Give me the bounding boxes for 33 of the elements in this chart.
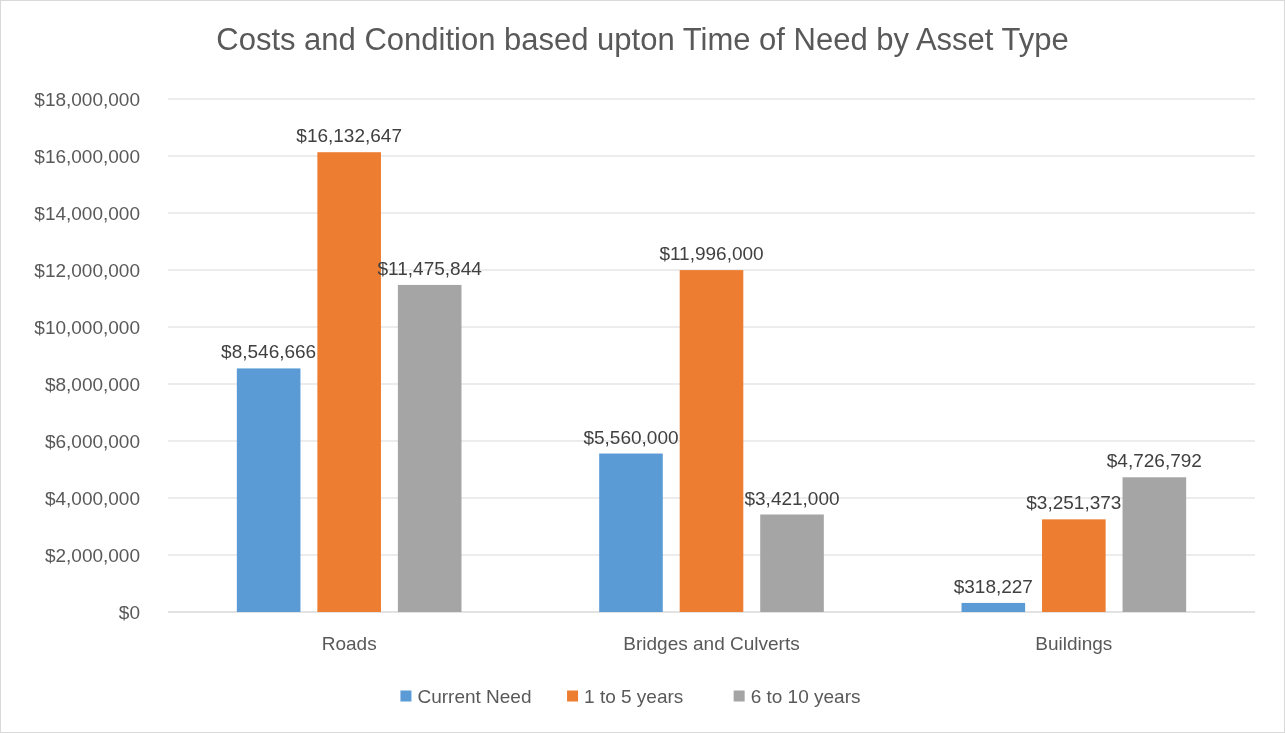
y-tick-label: $14,000,000 <box>34 202 140 224</box>
data-label: $4,726,792 <box>1106 450 1202 472</box>
bar <box>397 284 462 612</box>
y-tick-label: $8,000,000 <box>44 373 140 395</box>
data-label: $3,251,373 <box>1026 492 1122 514</box>
x-tick-label: Roads <box>321 633 377 654</box>
data-label: $318,227 <box>953 575 1033 597</box>
y-tick-label: $16,000,000 <box>34 145 140 167</box>
bar <box>236 368 301 612</box>
bar <box>760 514 824 612</box>
bar <box>1042 519 1106 612</box>
data-label: $5,560,000 <box>583 426 679 448</box>
bar <box>599 453 663 612</box>
data-label: $16,132,647 <box>296 125 402 147</box>
data-label: $8,546,666 <box>221 341 317 363</box>
bar <box>1122 477 1187 612</box>
x-tick-label: Buildings <box>1035 633 1113 654</box>
y-tick-label: $0 <box>118 601 140 623</box>
y-tick-label: $4,000,000 <box>44 487 140 509</box>
chart-title: Costs and Condition based upton Time of Need by Asset Type <box>216 22 1069 57</box>
legend-label: Current Need <box>417 685 532 707</box>
y-tick-label: $18,000,000 <box>34 88 140 110</box>
legend-label: 1 to 5 years <box>584 685 684 707</box>
legend-label: 6 to 10 years <box>750 685 861 707</box>
y-tick-label: $10,000,000 <box>34 316 140 338</box>
y-tick-label: $2,000,000 <box>44 544 140 566</box>
data-label: $3,421,000 <box>744 487 840 509</box>
y-tick-label: $6,000,000 <box>44 430 140 452</box>
data-label: $11,996,000 <box>659 243 764 265</box>
bar <box>679 270 744 612</box>
y-tick-label: $12,000,000 <box>34 259 140 281</box>
x-tick-label: Bridges and Culverts <box>623 633 800 654</box>
bar <box>961 602 1026 612</box>
